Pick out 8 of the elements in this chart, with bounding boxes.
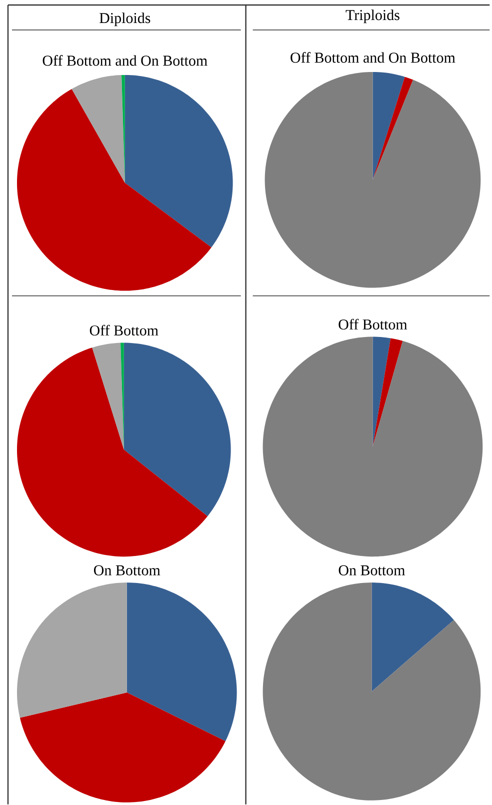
chart-title: On Bottom <box>339 565 406 576</box>
chart-title: On Bottom <box>94 565 160 576</box>
chart-subtitle: Off Bottom and On Bottom <box>42 55 208 66</box>
chart-subtitle: Off Bottom and On Bottom <box>290 52 456 63</box>
chart-title: Off Bottom <box>90 324 158 336</box>
chart-title: Diploids <box>100 12 150 26</box>
chart-title: Off Bottom <box>338 318 408 330</box>
chart-title: Triploids <box>346 10 400 24</box>
